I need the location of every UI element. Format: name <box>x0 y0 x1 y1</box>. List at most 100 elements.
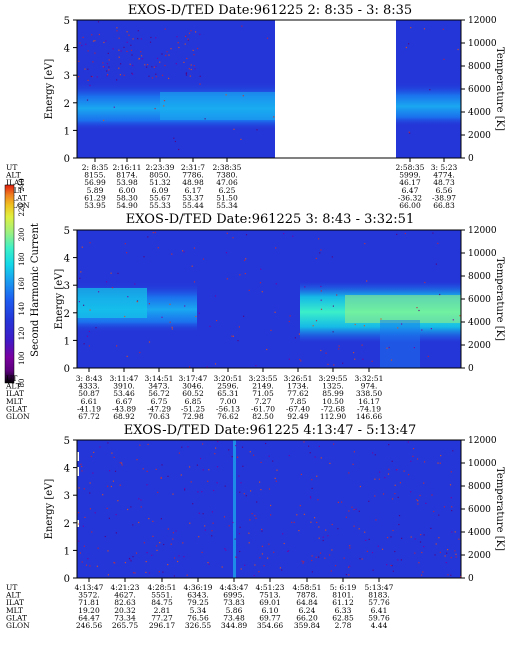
speckle-dot <box>145 561 147 563</box>
panel-2-table-cell: -72.68 <box>321 404 345 413</box>
panel-1-table-cell: 61.29 <box>84 193 106 202</box>
speckle-dot <box>92 40 95 42</box>
panel-1-y2tick-label: 8000 <box>468 62 491 72</box>
panel-3-table-cell: 5:13:47 <box>365 583 394 592</box>
speckle-dot <box>113 106 115 108</box>
speckle-dot <box>450 574 452 576</box>
panel-1-table-cell: 53.95 <box>84 201 106 210</box>
speckle-dot <box>422 571 424 573</box>
panel-1-table-cell: 7380. <box>216 171 237 180</box>
speckle-dot <box>245 234 248 236</box>
panel-3-table-cell: 359.84 <box>294 621 320 630</box>
speckle-dot <box>87 68 89 70</box>
speckle-dot <box>414 538 416 540</box>
speckle-dot <box>409 132 411 134</box>
panel-2-ytick-label: 4 <box>64 254 70 265</box>
panel-3-row-label: ILAT <box>6 598 24 607</box>
speckle-dot <box>89 492 91 494</box>
speckle-dot <box>224 485 226 487</box>
speckle-dot <box>163 105 165 107</box>
speckle-dot <box>118 37 120 39</box>
panel-2-table-cell: 1734. <box>287 382 308 391</box>
panel-1-table-cell: 7786. <box>182 171 203 180</box>
speckle-dot <box>109 470 111 472</box>
speckle-dot <box>134 572 136 574</box>
speckle-dot <box>83 343 85 345</box>
speckle-dot <box>310 521 312 523</box>
panel-2-table-cell: 65.31 <box>217 389 238 398</box>
speckle-dot <box>455 553 457 555</box>
speckle-dot <box>80 463 82 465</box>
panel-3-ytick-label: 0 <box>64 574 70 585</box>
speckle-dot <box>116 27 118 29</box>
panel-2-table-cell: 16.17 <box>358 397 380 406</box>
colorbar-ticks: 80 100 120 140 160 180 200 220 240 <box>18 178 26 387</box>
speckle-dot <box>432 232 434 234</box>
speckle-dot <box>223 516 226 518</box>
speckle-dot <box>242 95 244 97</box>
speckle-dot <box>457 48 459 51</box>
panel-1-ytick-label: 0 <box>64 154 70 165</box>
speckle-dot <box>183 251 185 253</box>
speckle-dot <box>361 344 363 346</box>
speckle-dot <box>256 129 258 131</box>
panel-2-table-cell: 338.50 <box>356 389 382 398</box>
speckle-dot <box>241 25 243 27</box>
speckle-dot <box>162 571 164 573</box>
speckle-dot <box>88 330 90 333</box>
speckle-dot <box>421 551 423 554</box>
speckle-dot <box>82 36 84 38</box>
panel-3-table-cell: 296.17 <box>149 621 175 630</box>
speckle-dot <box>232 335 234 337</box>
speckle-dot <box>239 550 241 553</box>
panel-3-ytick-label: 1 <box>64 546 70 557</box>
speckle-dot <box>434 554 436 556</box>
panel-2-table-cell: 71.05 <box>252 389 274 398</box>
panel-1-ylabel: Energy [eV] <box>44 59 55 120</box>
speckle-dot <box>299 505 301 507</box>
panel-1-table-cell: 6.56 <box>436 186 453 195</box>
speckle-dot <box>190 481 192 483</box>
panel-2-row-label: GLAT <box>6 404 27 413</box>
panel-3-table-cell: 73.34 <box>114 613 136 622</box>
panel-1-y2tick-label: 6000 <box>468 85 491 95</box>
speckle-dot <box>394 484 396 486</box>
speckle-dot <box>104 535 106 538</box>
speckle-dot <box>194 68 196 70</box>
speckle-dot <box>189 75 191 77</box>
speckle-dot <box>311 555 313 557</box>
panel-2-yticks: 0 1 2 3 4 5 <box>64 226 77 375</box>
speckle-dot <box>253 454 255 456</box>
speckle-dot <box>118 56 120 58</box>
speckle-dot <box>337 501 339 503</box>
speckle-dot <box>292 235 294 237</box>
panel-3-y2tick-label: 0 <box>468 574 474 584</box>
panel-1-table-cell: 5999. <box>399 171 420 180</box>
panel-1-table-cell: 66.00 <box>399 201 421 210</box>
speckle-dot <box>274 311 276 313</box>
speckle-dot <box>382 493 385 495</box>
speckle-dot <box>416 458 419 460</box>
speckle-dot <box>105 40 107 42</box>
panel-1-y2tick-label: 12000 <box>468 16 497 26</box>
speckle-dot <box>108 517 110 519</box>
speckle-dot <box>318 537 320 539</box>
speckle-dot <box>136 300 139 302</box>
speckle-dot <box>116 79 118 81</box>
speckle-dot <box>106 281 108 283</box>
speckle-dot <box>113 562 115 564</box>
speckle-dot <box>107 74 109 76</box>
speckle-dot <box>154 231 156 234</box>
speckle-dot <box>261 545 263 547</box>
speckle-dot <box>233 128 235 130</box>
speckle-dot <box>348 566 350 568</box>
speckle-dot <box>129 559 131 561</box>
speckle-dot <box>418 309 420 312</box>
panel-1-band-core <box>160 92 275 120</box>
speckle-dot <box>187 39 189 41</box>
panel-2-table-cell: 3:14:51 <box>145 374 174 383</box>
speckle-dot <box>174 557 176 559</box>
panel-1-ytick-label: 3 <box>64 71 70 82</box>
speckle-dot <box>151 554 153 556</box>
speckle-dot <box>185 73 187 75</box>
